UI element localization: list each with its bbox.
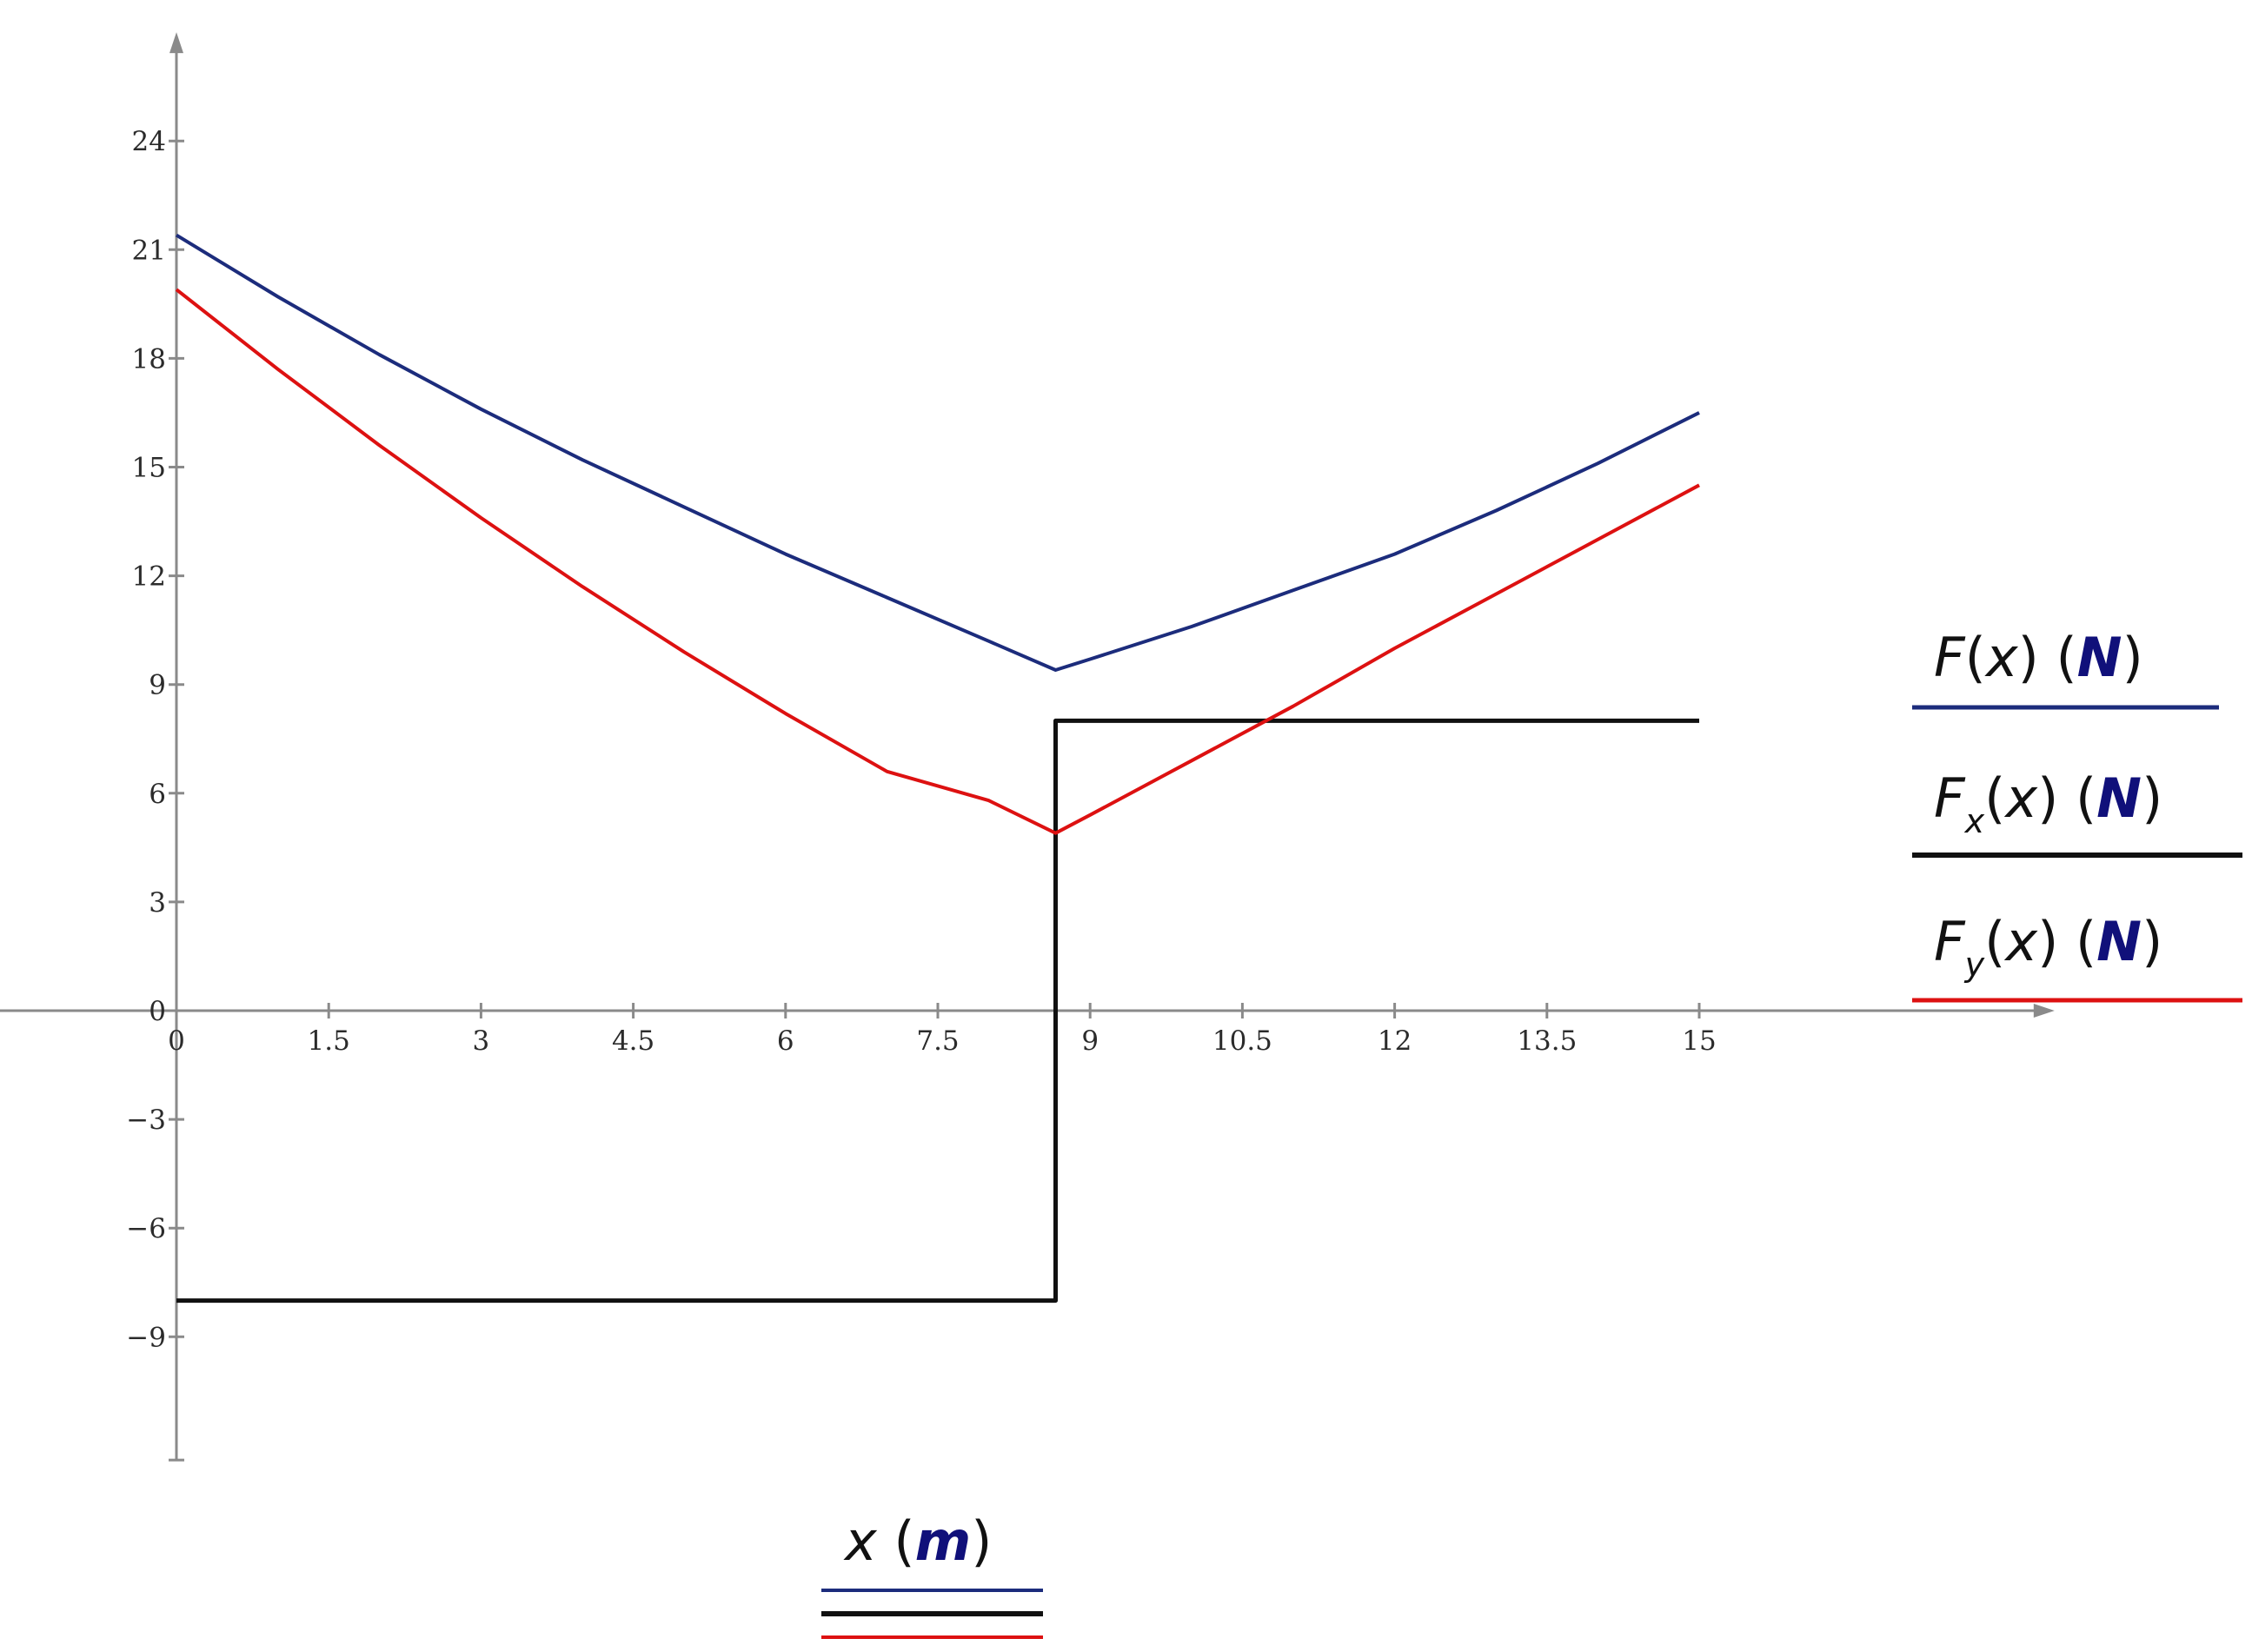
- x-tick-label: 13.5: [1517, 1025, 1577, 1057]
- x-tick-label: 15: [1682, 1025, 1716, 1057]
- x-tick-label: 9: [1081, 1025, 1099, 1057]
- x-tick-label: 12: [1378, 1025, 1412, 1057]
- legend-entry-F: F(x) (N): [1912, 626, 2219, 710]
- y-tick-label: −6: [126, 1213, 166, 1244]
- series-line-F: [175, 233, 1700, 672]
- series-line-Fy: [175, 288, 1700, 835]
- legend-entry-Fx: Fx(x) (N): [1912, 766, 2242, 858]
- x-tick-label: 4.5: [612, 1025, 654, 1057]
- y-tick-label: −3: [126, 1105, 166, 1136]
- legend-entry-Fy: Fy(x) (N): [1912, 910, 2242, 1003]
- y-tick-label: 12: [132, 561, 166, 593]
- y-tick-label: 6: [149, 779, 166, 810]
- x-axis-arrow: [2033, 1004, 2055, 1018]
- y-tick-label: 3: [149, 887, 166, 919]
- x-tick-label: 0: [168, 1025, 185, 1057]
- y-tick-label: 0: [149, 996, 166, 1027]
- x-tick-label: 10.5: [1212, 1025, 1272, 1057]
- series-lines: [175, 233, 1700, 1304]
- y-tick-label: 18: [132, 343, 166, 375]
- y-tick-label: 21: [132, 235, 166, 266]
- legend-label-Fx: Fx(x) (N): [1934, 766, 2162, 840]
- y-tick-label: 24: [132, 126, 166, 157]
- x-tick-label: 1.5: [308, 1025, 350, 1057]
- x-tick-label: 7.5: [916, 1025, 959, 1057]
- y-tick-label: −9: [126, 1322, 166, 1353]
- axes: [0, 32, 2055, 1461]
- legend-label-Fy: Fy(x) (N): [1934, 910, 2162, 984]
- y-tick-label: 15: [132, 453, 166, 484]
- x-tick-label: 6: [777, 1025, 794, 1057]
- y-axis-arrow: [169, 32, 183, 54]
- x-tick-label: 3: [473, 1025, 490, 1057]
- legend-label-F: F(x) (N): [1934, 626, 2143, 689]
- x-axis-label-group: x (m): [821, 1509, 1043, 1639]
- y-tick-label: 9: [149, 670, 166, 701]
- x-axis-label: x (m): [843, 1509, 992, 1573]
- tick-marks: [169, 139, 1701, 1462]
- tick-labels: 0 1.5 3 4.5 6 7.5 9 10.5 12 13.5 15 −9 −6 −3 0 3 6 9 12 15 1…: [126, 126, 1716, 1353]
- series-line-Fx: [176, 718, 1699, 1304]
